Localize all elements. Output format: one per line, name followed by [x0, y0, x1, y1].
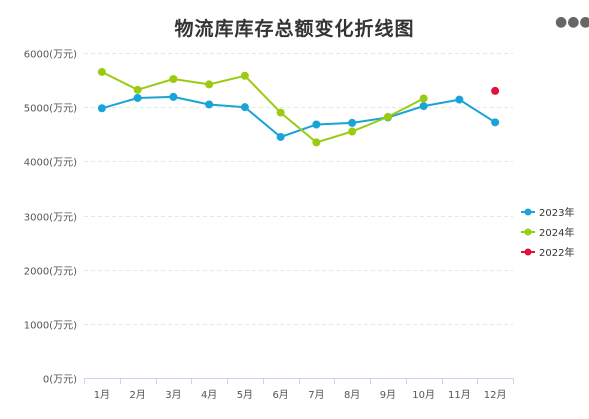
- data-point[interactable]: [419, 102, 428, 111]
- data-point[interactable]: [348, 127, 357, 136]
- axis-layer: 0(万元) 1000(万元) 2000(万元) 3000(万元) 4000(万元) 500…: [24, 50, 514, 401]
- series-1: [97, 67, 428, 147]
- legend-label: 2024年: [539, 226, 574, 239]
- series-line: [100, 95, 497, 138]
- chart-title: 物流库库存总额变化折线图: [174, 18, 415, 40]
- x-tick-label: 6月: [272, 389, 288, 401]
- x-tick-label: 7月: [308, 389, 324, 401]
- data-point[interactable]: [205, 100, 214, 109]
- y-tick-label: 0(万元): [43, 375, 77, 386]
- data-point[interactable]: [169, 92, 178, 101]
- series-layer: [97, 67, 500, 147]
- y-tick-label: 2000(万元): [24, 267, 77, 278]
- y-tick-label: 3000(万元): [24, 213, 77, 224]
- x-tick-label: 2月: [129, 389, 145, 401]
- data-point[interactable]: [312, 138, 321, 147]
- data-point[interactable]: [383, 112, 392, 121]
- series-0: [97, 92, 500, 141]
- data-point[interactable]: [133, 93, 142, 102]
- x-tick-label: 12月: [484, 389, 507, 401]
- legend-marker: [524, 248, 532, 256]
- data-point[interactable]: [133, 85, 142, 94]
- y-tick-label: 4000(万元): [24, 158, 77, 169]
- data-point[interactable]: [169, 75, 178, 83]
- legend-item[interactable]: 2022年: [521, 246, 574, 259]
- data-point[interactable]: [455, 95, 464, 104]
- y-tick-label: 5000(万元): [24, 104, 77, 115]
- data-point[interactable]: [491, 118, 500, 127]
- y-tick-label: 6000(万元): [24, 50, 77, 61]
- x-tick-label: 5月: [237, 389, 253, 401]
- data-point[interactable]: [97, 67, 106, 76]
- data-point[interactable]: [491, 86, 500, 95]
- x-tick-label: 11月: [448, 389, 471, 401]
- legend-item[interactable]: 2024年: [521, 226, 574, 239]
- data-point[interactable]: [276, 132, 285, 141]
- data-point[interactable]: [205, 80, 214, 89]
- legend-label: 2023年: [539, 206, 574, 219]
- legend-marker: [524, 228, 532, 236]
- y-tick-label: 1000(万元): [24, 321, 77, 332]
- data-point[interactable]: [240, 103, 249, 112]
- grid-layer: [84, 53, 513, 325]
- legend-item[interactable]: 2023年: [521, 206, 574, 219]
- legend: 2023年 2024年 2022年: [521, 206, 574, 259]
- data-point[interactable]: [240, 71, 249, 80]
- data-point[interactable]: [419, 94, 428, 103]
- series-line: [100, 71, 425, 144]
- data-point[interactable]: [348, 118, 357, 127]
- legend-label: 2022年: [539, 246, 574, 259]
- series-2: [491, 86, 500, 95]
- data-point[interactable]: [97, 104, 106, 113]
- x-tick-label: 3月: [165, 389, 181, 401]
- x-tick-label: 10月: [412, 389, 435, 401]
- x-tick-label: 1月: [94, 389, 110, 401]
- x-tick-label: 9月: [380, 389, 396, 401]
- x-tick-label: 8月: [344, 389, 360, 401]
- legend-marker: [524, 208, 532, 216]
- data-point[interactable]: [312, 120, 321, 129]
- data-point[interactable]: [276, 108, 285, 117]
- x-tick-label: 4月: [201, 389, 217, 401]
